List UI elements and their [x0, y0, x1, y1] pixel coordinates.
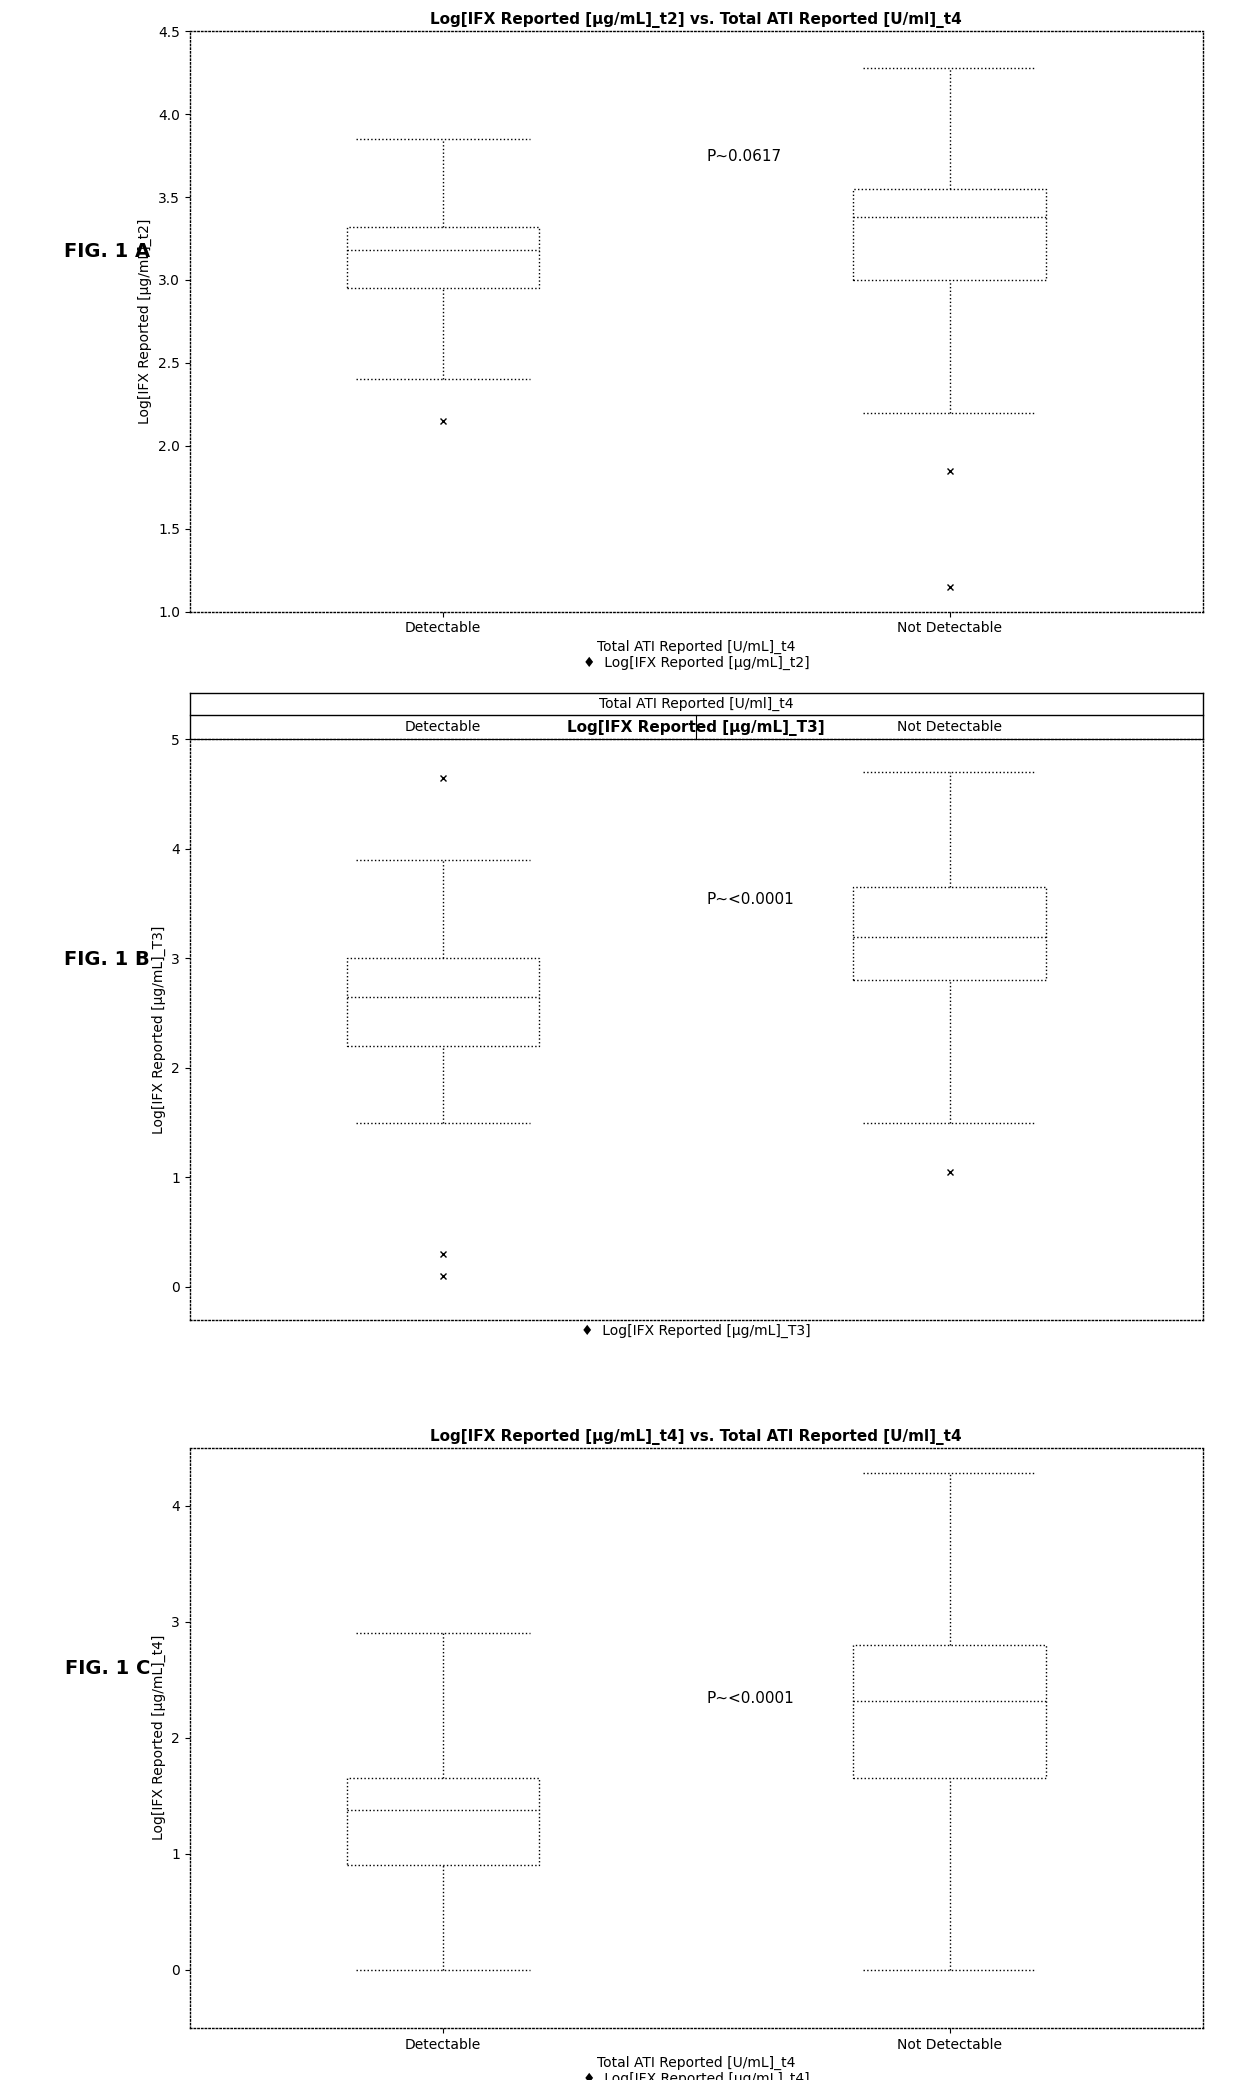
Bar	[347, 227, 539, 289]
Title: Log[IFX Reported [μg/mL]_T3]: Log[IFX Reported [μg/mL]_T3]	[568, 720, 825, 736]
Text: P~<0.0001: P~<0.0001	[707, 1691, 794, 1706]
Title: Log[IFX Reported [μg/mL]_t4] vs. Total ATI Reported [U/ml]_t4: Log[IFX Reported [μg/mL]_t4] vs. Total A…	[430, 1429, 962, 1446]
Text: FIG. 1 B: FIG. 1 B	[64, 951, 150, 969]
Text: FIG. 1 C: FIG. 1 C	[64, 1658, 150, 1679]
Y-axis label: Log[IFX Reported [μg/mL]_T3]: Log[IFX Reported [μg/mL]_T3]	[151, 926, 166, 1134]
Text: Not Detectable: Not Detectable	[897, 720, 1002, 734]
X-axis label: Total ATI Reported [U/mL]_t4
♦  Log[IFX Reported [μg/mL]_t2]: Total ATI Reported [U/mL]_t4 ♦ Log[IFX R…	[583, 639, 810, 670]
Text: FIG. 1 A: FIG. 1 A	[64, 241, 150, 262]
Bar	[853, 1645, 1045, 1778]
Text: Total ATI Reported [U/ml]_t4: Total ATI Reported [U/ml]_t4	[599, 697, 794, 711]
Bar	[347, 959, 539, 1046]
Y-axis label: Log[IFX Reported [μg/mL]_t4]: Log[IFX Reported [μg/mL]_t4]	[151, 1635, 166, 1841]
Text: P~0.0617: P~0.0617	[707, 148, 781, 164]
Bar	[347, 1778, 539, 1866]
Y-axis label: Log[IFX Reported [μg/mL]_t2]: Log[IFX Reported [μg/mL]_t2]	[139, 218, 153, 424]
Bar	[853, 189, 1045, 281]
Text: P~<0.0001: P~<0.0001	[707, 892, 794, 907]
Text: Detectable: Detectable	[405, 720, 481, 734]
Title: Log[IFX Reported [μg/mL]_t2] vs. Total ATI Reported [U/ml]_t4: Log[IFX Reported [μg/mL]_t2] vs. Total A…	[430, 12, 962, 29]
Bar	[853, 888, 1045, 980]
X-axis label: Total ATI Reported [U/mL]_t4
♦  Log[IFX Reported [μg/mL]_t4]: Total ATI Reported [U/mL]_t4 ♦ Log[IFX R…	[583, 2055, 810, 2080]
X-axis label: ♦  Log[IFX Reported [μg/mL]_T3]: ♦ Log[IFX Reported [μg/mL]_T3]	[582, 1325, 811, 1337]
